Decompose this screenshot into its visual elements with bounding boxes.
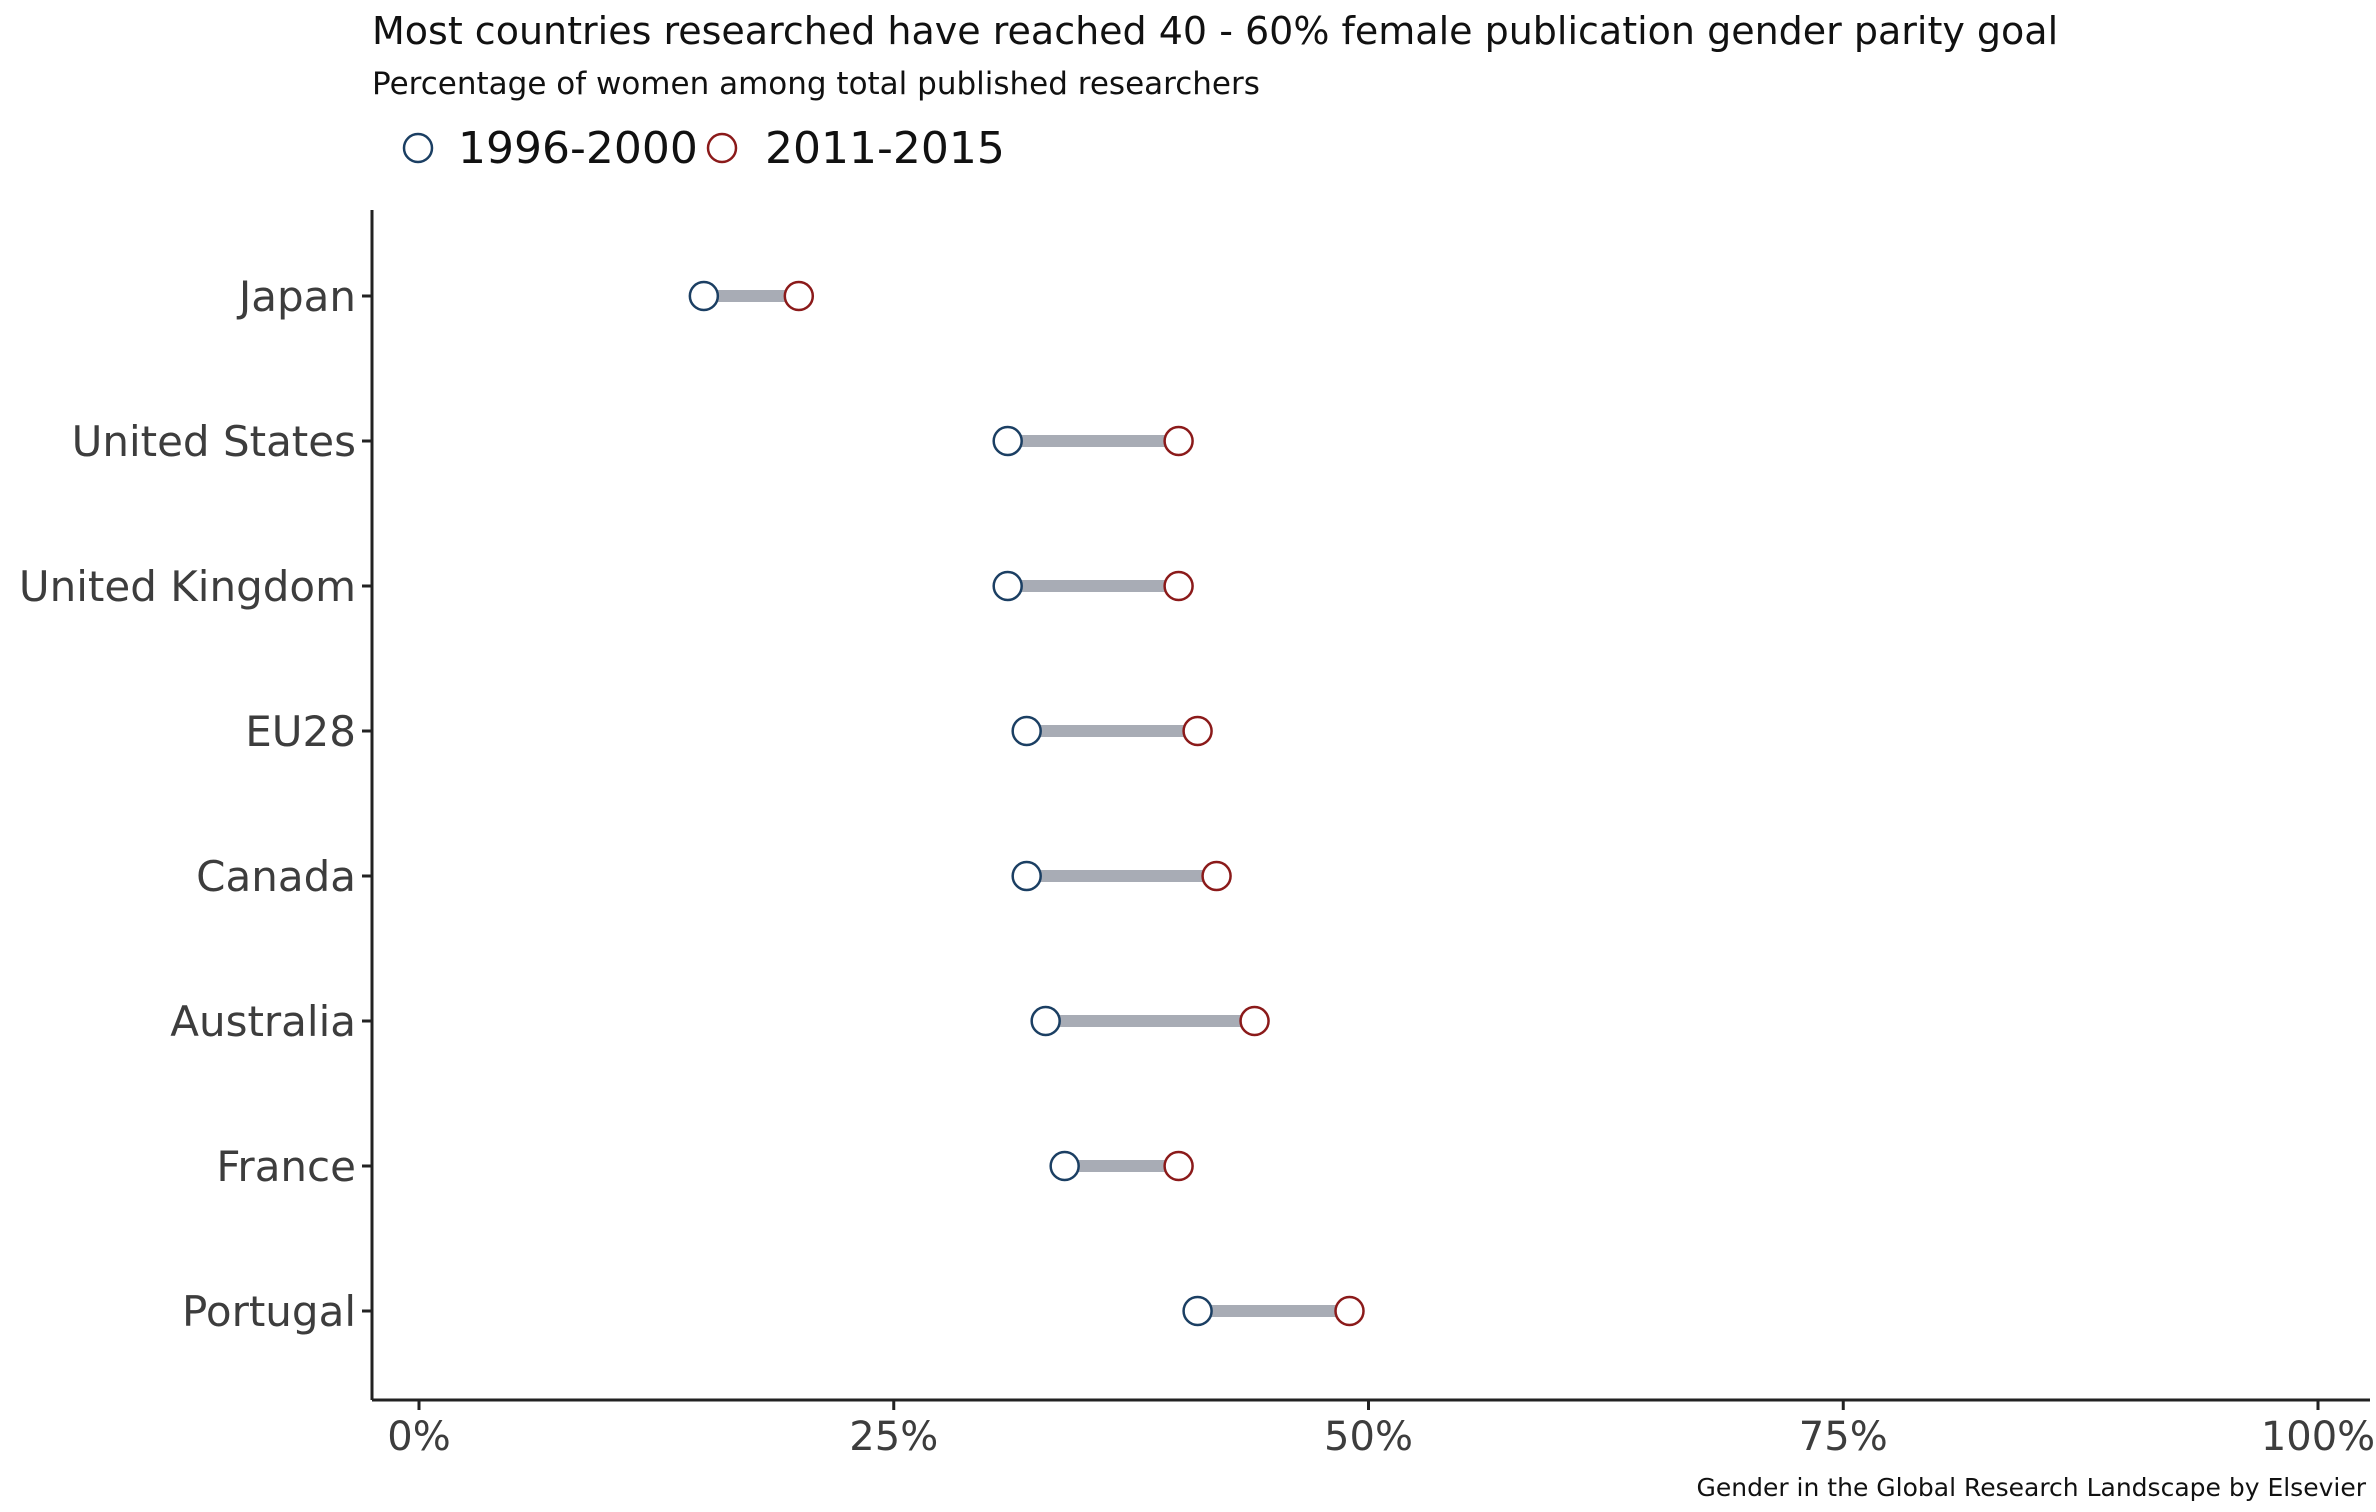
x-axis-ticks: 0% 25% 50% 75% 100% <box>387 1400 2375 1460</box>
chart-caption: Gender in the Global Research Landscape … <box>1696 1473 2366 1502</box>
point-portugal-1996-2000 <box>1182 1295 1213 1327</box>
y-tick-label-united-states: United States <box>72 417 356 466</box>
y-tick-label-france: France <box>216 1142 356 1191</box>
point-canada-2011-2015 <box>1201 860 1232 892</box>
legend-label-1996-2000: 1996-2000 <box>458 123 698 174</box>
point-france-1996-2000 <box>1049 1150 1080 1182</box>
legend-marker-2011-2015 <box>706 132 738 164</box>
x-tick-label-0: 0% <box>387 1414 450 1460</box>
point-portugal-2011-2015 <box>1334 1295 1365 1327</box>
legend-label-2011-2015: 2011-2015 <box>765 123 1005 174</box>
y-tick-label-eu28: EU28 <box>245 707 356 756</box>
x-tick-label-100: 100% <box>2261 1414 2375 1460</box>
y-tick-label-canada: Canada <box>196 852 356 901</box>
point-united-kingdom-1996-2000 <box>992 570 1023 602</box>
point-japan-2011-2015 <box>783 280 815 312</box>
y-axis-ticks: Japan United States United Kingdom EU28 Cana… <box>19 272 372 1336</box>
y-tick-label-japan: Japan <box>236 272 356 321</box>
point-australia-2011-2015 <box>1239 1005 1270 1037</box>
x-tick-label-50: 50% <box>1324 1414 1413 1460</box>
point-canada-1996-2000 <box>1011 860 1042 892</box>
point-eu28-2011-2015 <box>1182 715 1213 747</box>
y-tick-label-australia: Australia <box>170 997 356 1046</box>
point-france-2011-2015 <box>1163 1150 1194 1182</box>
point-japan-1996-2000 <box>688 280 720 312</box>
y-tick-label-united-kingdom: United Kingdom <box>19 562 356 611</box>
y-tick-label-portugal: Portugal <box>182 1287 356 1336</box>
x-tick-label-75: 75% <box>1799 1414 1888 1460</box>
chart-subtitle: Percentage of women among total publishe… <box>372 66 1260 102</box>
x-tick-label-25: 25% <box>849 1414 938 1460</box>
legend: 1996-2000 2011-2015 <box>402 123 1005 174</box>
point-eu28-1996-2000 <box>1011 715 1042 747</box>
legend-marker-1996-2000 <box>402 132 434 164</box>
point-united-states-2011-2015 <box>1163 425 1194 457</box>
point-united-kingdom-2011-2015 <box>1163 570 1194 602</box>
plot-marks <box>688 280 1365 1327</box>
chart-title: Most countries researched have reached 4… <box>372 9 2058 53</box>
point-australia-1996-2000 <box>1030 1005 1061 1037</box>
point-united-states-1996-2000 <box>992 425 1023 457</box>
